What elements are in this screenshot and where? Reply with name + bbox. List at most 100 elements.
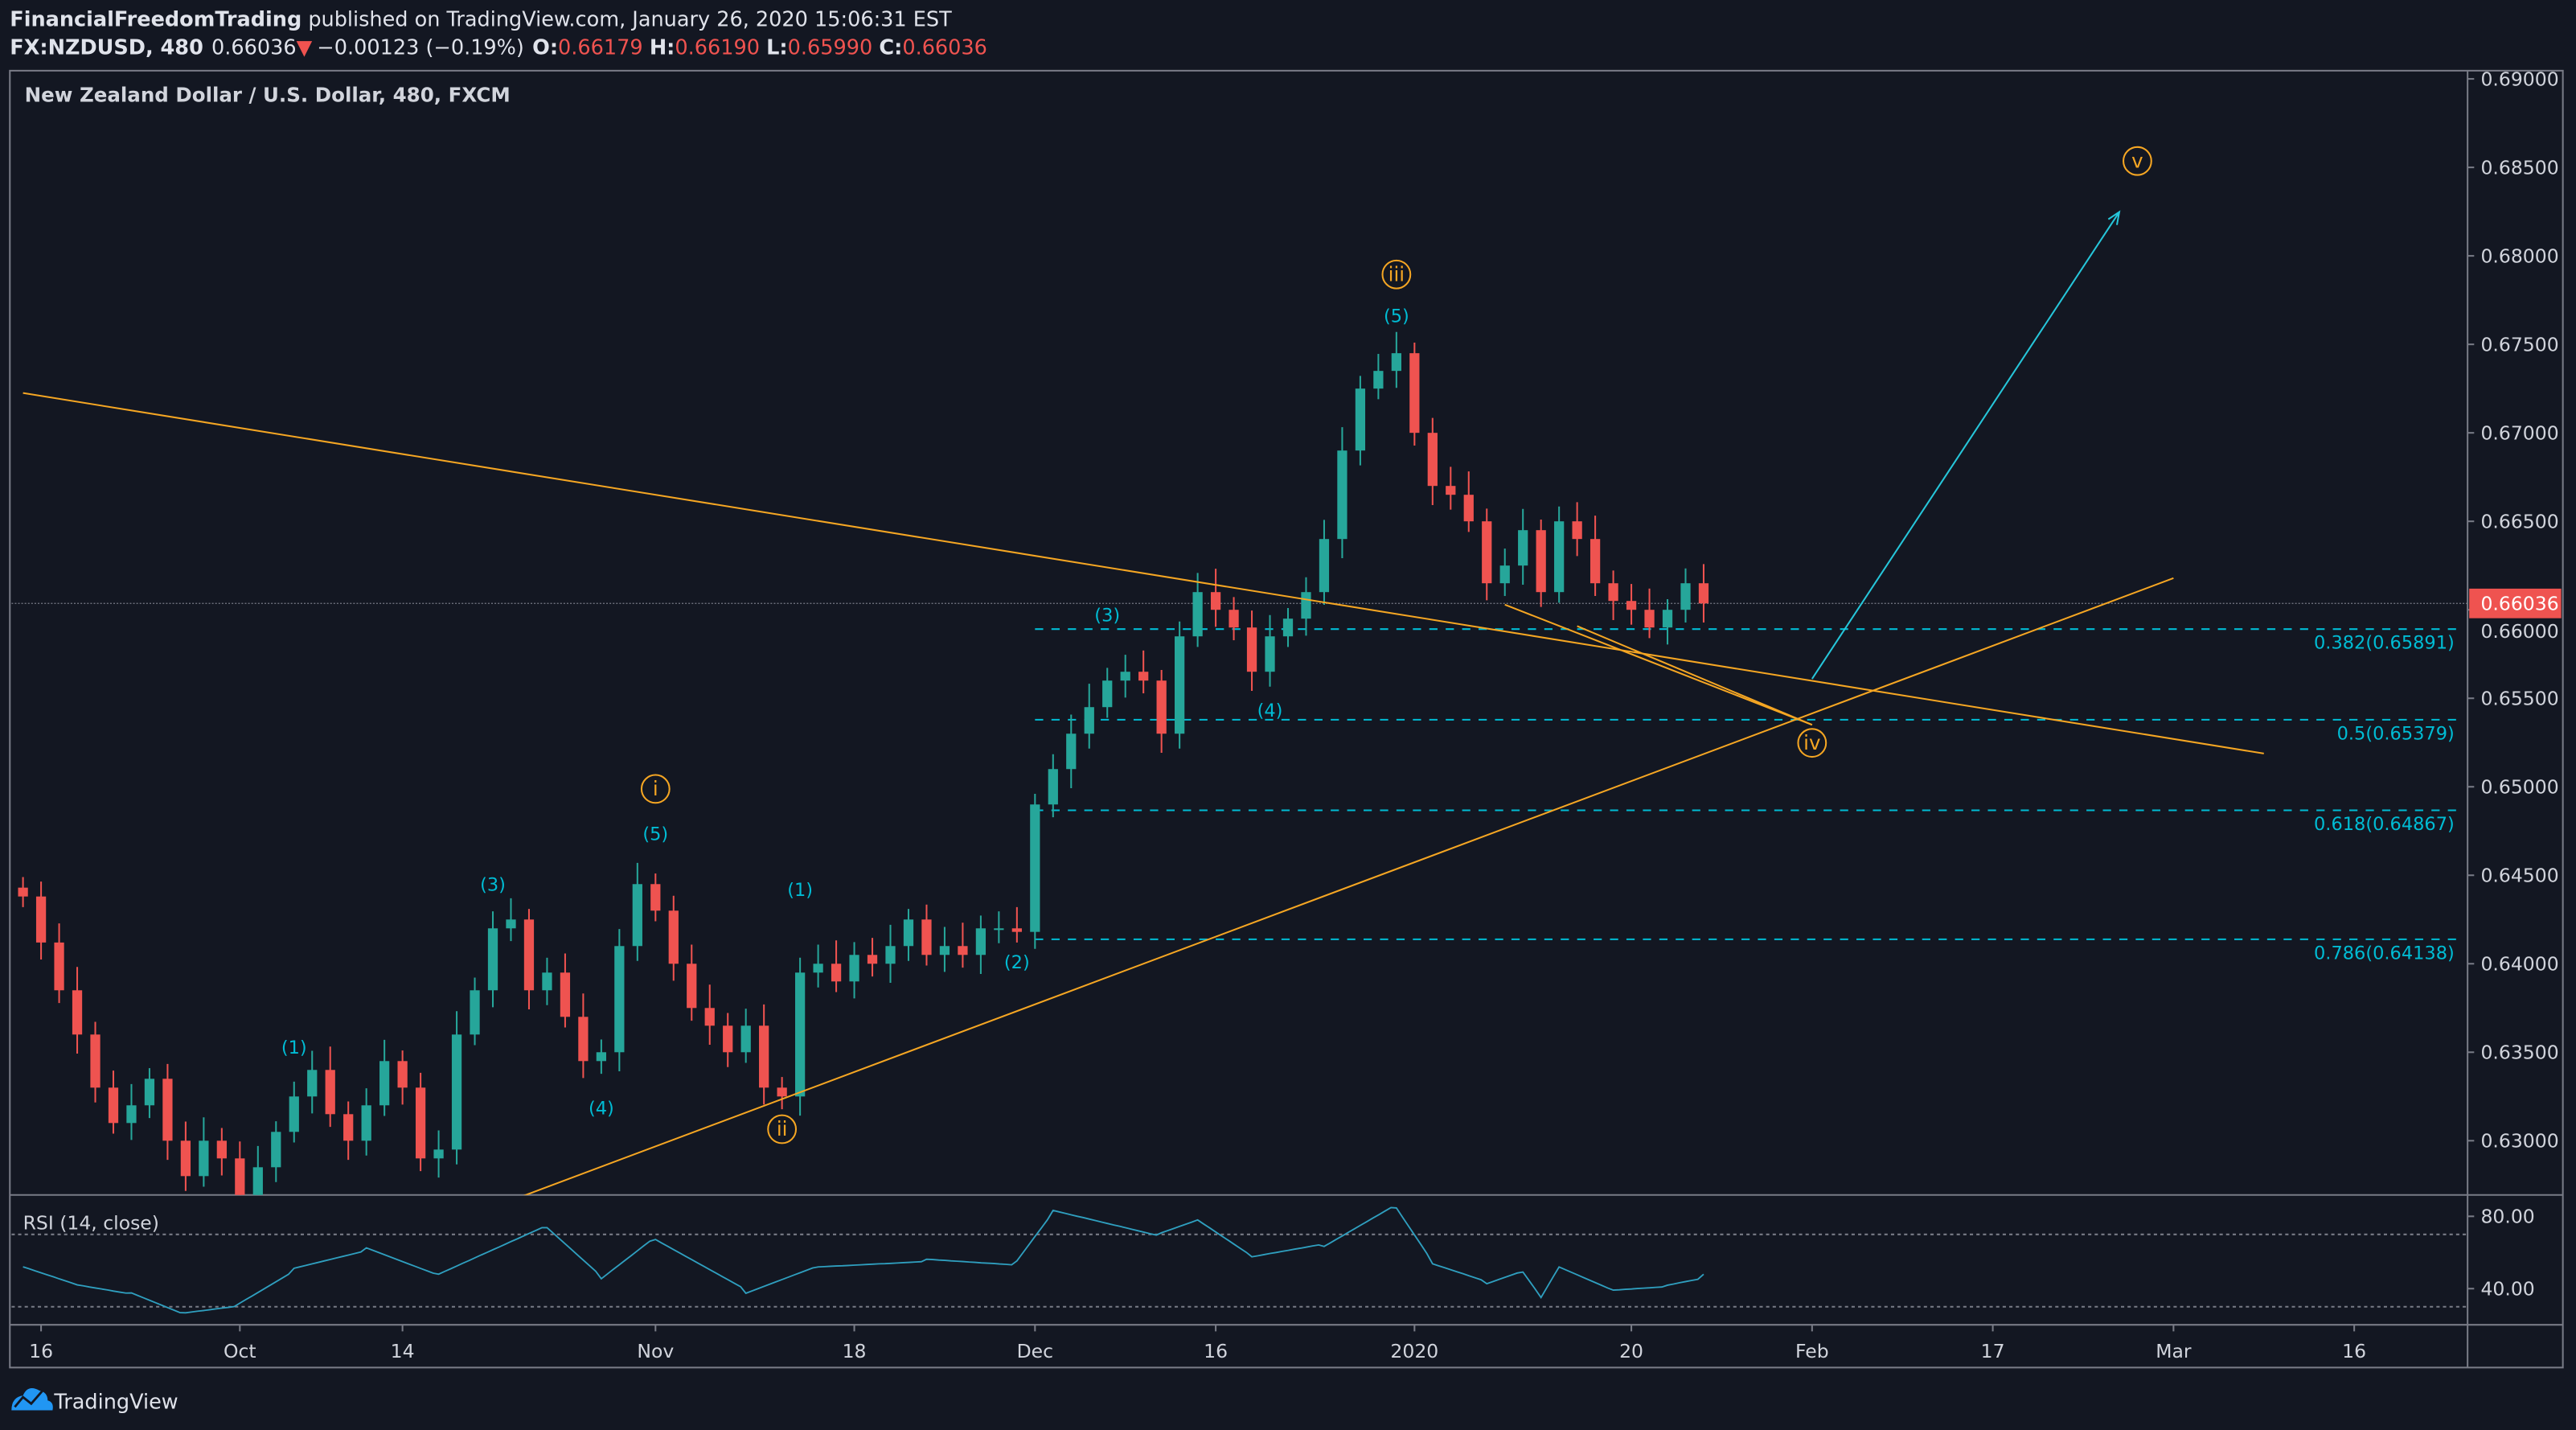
candle-body[interactable]: [379, 1061, 390, 1106]
candle-body[interactable]: [975, 928, 987, 955]
candle-body[interactable]: [560, 972, 571, 1017]
candle-body[interactable]: [108, 1087, 119, 1124]
projection-arrow[interactable]: [1811, 212, 2120, 680]
descending-trendline[interactable]: [23, 392, 2264, 754]
candle-body[interactable]: [1337, 450, 1347, 540]
candle-body[interactable]: [470, 990, 480, 1035]
wave-label-minor[interactable]: (3): [1094, 606, 1120, 627]
candle-body[interactable]: [1066, 733, 1077, 770]
candle-body[interactable]: [903, 919, 914, 947]
candle-body[interactable]: [740, 1025, 751, 1053]
wave-label-minor[interactable]: (1): [787, 880, 813, 901]
candle-body[interactable]: [199, 1140, 209, 1177]
candle-body[interactable]: [1698, 583, 1709, 604]
candle-body[interactable]: [1662, 610, 1673, 628]
price-pane[interactable]: 0.382(0.65891) 0.5(0.65379) 0.618(0.64867)…: [11, 146, 2468, 1222]
candle-body[interactable]: [1391, 353, 1401, 372]
candle-body[interactable]: [704, 1008, 715, 1026]
candle-body[interactable]: [831, 964, 842, 982]
wave-label-minor[interactable]: (3): [480, 875, 506, 896]
wave-label-major[interactable]: v: [2131, 149, 2143, 172]
candle-body[interactable]: [1572, 521, 1582, 540]
candle-body[interactable]: [433, 1149, 444, 1159]
candle-body[interactable]: [759, 1025, 769, 1088]
candle-body[interactable]: [180, 1140, 191, 1177]
candle-body[interactable]: [1175, 636, 1185, 734]
candle-body[interactable]: [307, 1070, 318, 1097]
candle-body[interactable]: [867, 955, 878, 964]
candle-body[interactable]: [235, 1158, 245, 1202]
candle-body[interactable]: [144, 1079, 155, 1106]
candle-body[interactable]: [397, 1061, 408, 1088]
candle-body[interactable]: [687, 964, 697, 1009]
wave-iv-path-2[interactable]: [1577, 625, 1813, 726]
candle-body[interactable]: [614, 946, 625, 1053]
candle-body[interactable]: [216, 1140, 227, 1159]
candle-body[interactable]: [1536, 530, 1546, 593]
candle-body[interactable]: [813, 964, 823, 973]
wave-label-minor[interactable]: (4): [589, 1099, 614, 1120]
candle-body[interactable]: [1282, 618, 1294, 637]
candle-body[interactable]: [487, 928, 498, 991]
candle-body[interactable]: [1120, 672, 1130, 681]
ascending-trendline[interactable]: [511, 577, 2174, 1201]
candle-body[interactable]: [271, 1132, 281, 1168]
candle-body[interactable]: [794, 972, 806, 1097]
candle-body[interactable]: [325, 1070, 335, 1115]
candle-body[interactable]: [1626, 601, 1637, 610]
candle-body[interactable]: [1409, 353, 1420, 434]
candle-body[interactable]: [162, 1079, 173, 1141]
candle-body[interactable]: [126, 1105, 137, 1124]
candle-body[interactable]: [958, 946, 968, 955]
candle-body[interactable]: [1246, 627, 1257, 672]
wave-label-minor[interactable]: (1): [281, 1038, 307, 1058]
candle-body[interactable]: [415, 1087, 426, 1159]
candle-body[interactable]: [650, 884, 661, 911]
candle-body[interactable]: [1030, 804, 1040, 932]
candle-body[interactable]: [54, 942, 64, 991]
candle-body[interactable]: [451, 1034, 462, 1150]
candle-body[interactable]: [1446, 486, 1456, 495]
candle-body[interactable]: [1589, 539, 1601, 584]
candle-body[interactable]: [1463, 495, 1474, 522]
candle-body[interactable]: [361, 1105, 371, 1141]
candle-body[interactable]: [1156, 680, 1167, 734]
candle-body[interactable]: [1102, 680, 1113, 708]
candle-body[interactable]: [72, 990, 83, 1035]
candle-body[interactable]: [1518, 530, 1528, 566]
candle-body[interactable]: [1229, 610, 1239, 628]
candle-body[interactable]: [289, 1096, 299, 1132]
candle-body[interactable]: [90, 1034, 100, 1088]
candle-body[interactable]: [1265, 636, 1275, 672]
candle-body[interactable]: [542, 972, 552, 991]
candle-body[interactable]: [596, 1052, 607, 1062]
candle-body[interactable]: [1554, 521, 1565, 593]
candle-body[interactable]: [994, 928, 1004, 931]
price-axis[interactable]: 0.69000 0.68500 0.68000 0.67500 0.67000 0.665…: [2467, 68, 2562, 1300]
candle-body[interactable]: [506, 919, 516, 929]
candle-body[interactable]: [252, 1167, 263, 1202]
candle-body[interactable]: [18, 887, 28, 897]
candle-body[interactable]: [723, 1025, 733, 1053]
wave-label-major[interactable]: i: [653, 777, 658, 800]
candle-body[interactable]: [1482, 521, 1492, 584]
candle-body[interactable]: [1048, 769, 1058, 805]
time-axis[interactable]: 16 Oct 14 Nov 18 Dec 16 2020 20 Feb 17 Mar 16: [29, 1325, 2366, 1362]
candle-body[interactable]: [1608, 583, 1618, 602]
candle-body[interactable]: [1319, 539, 1330, 593]
candle-body[interactable]: [578, 1017, 589, 1062]
candle-body[interactable]: [35, 896, 47, 943]
candle-body[interactable]: [849, 955, 859, 982]
candle-body[interactable]: [939, 946, 950, 955]
candle-body[interactable]: [1499, 565, 1510, 584]
candle-body[interactable]: [1301, 592, 1311, 619]
candle-body[interactable]: [1138, 672, 1149, 681]
candle-body[interactable]: [1011, 928, 1022, 932]
wave-label-minor[interactable]: (5): [642, 824, 668, 844]
author-link[interactable]: FinancialFreedomTrading: [10, 8, 301, 32]
rsi-pane[interactable]: [11, 1206, 2468, 1314]
candle-body[interactable]: [1644, 610, 1655, 628]
candle-body[interactable]: [1680, 583, 1691, 610]
wave-iv-path-1[interactable]: [1504, 603, 1813, 726]
candle-body[interactable]: [632, 884, 642, 947]
